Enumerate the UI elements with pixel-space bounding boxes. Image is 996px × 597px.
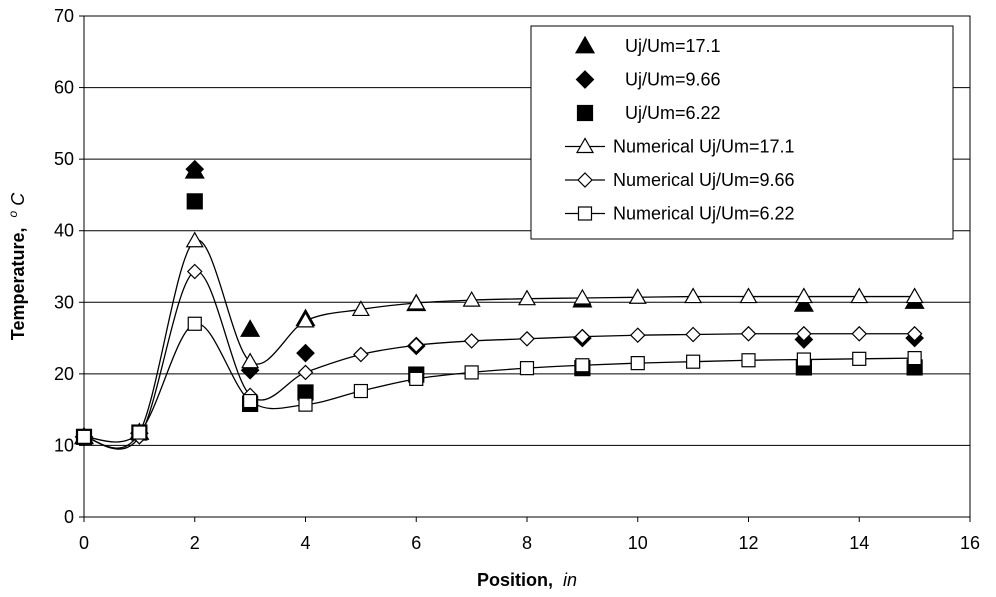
data-point <box>905 287 924 304</box>
legend-label: Numerical Uj/Um=17.1 <box>613 137 795 157</box>
data-point <box>408 337 425 354</box>
y-tick-label: 20 <box>54 364 74 384</box>
data-point <box>298 397 313 412</box>
data-point <box>519 330 535 347</box>
y-tick-label: 70 <box>54 6 74 26</box>
x-axis-title: Position, in <box>477 570 577 590</box>
y-axis-unit-superscript: o <box>6 210 20 217</box>
data-point <box>241 352 260 369</box>
data-point <box>463 333 480 349</box>
x-tick-label: 10 <box>628 533 648 553</box>
data-point <box>741 353 756 368</box>
y-tick-label: 10 <box>54 435 74 455</box>
data-point <box>297 364 314 381</box>
legend-label: Uj/Um=17.1 <box>625 36 721 56</box>
data-point <box>796 352 811 367</box>
data-point <box>793 294 814 312</box>
data-point <box>575 358 590 373</box>
data-point <box>296 343 315 363</box>
data-point <box>630 356 645 371</box>
y-axis-unit: C <box>8 192 28 206</box>
y-axis-label: Temperature, <box>8 228 28 341</box>
y-tick-label: 60 <box>54 78 74 98</box>
data-point <box>409 371 424 386</box>
legend-marker <box>577 172 593 188</box>
x-tick-label: 6 <box>411 533 421 553</box>
data-point <box>76 429 92 444</box>
legend-marker <box>576 104 594 122</box>
data-point <box>187 316 202 331</box>
data-point <box>850 287 869 304</box>
axis-ticks: 0 10 20 30 40 50 60 70 0 2 4 6 8 10 12 14 16 <box>54 6 980 553</box>
x-tick-label: 4 <box>300 533 310 553</box>
legend-box <box>530 25 954 240</box>
data-point <box>573 288 592 305</box>
data-point <box>517 289 537 306</box>
legend-label: Uj/Um=6.22 <box>625 103 721 123</box>
data-point <box>686 354 701 369</box>
legend-marker <box>575 70 595 89</box>
data-point <box>519 361 535 376</box>
data-point <box>739 287 758 304</box>
data-point <box>685 326 701 343</box>
data-point <box>464 365 479 380</box>
y-tick-label: 30 <box>54 292 74 312</box>
legend-label: Uj/Um=9.66 <box>625 70 721 90</box>
data-point <box>185 159 205 179</box>
data-point <box>852 351 867 366</box>
data-point <box>353 383 368 399</box>
legend-label: Numerical Uj/Um=9.66 <box>613 170 795 190</box>
legend-label: Numerical Uj/Um=6.22 <box>613 204 795 224</box>
data-point <box>684 287 703 304</box>
data-point <box>574 328 591 345</box>
data-point <box>185 231 204 248</box>
series-lines <box>83 239 915 450</box>
data-point <box>407 293 426 310</box>
legend-marker <box>574 35 596 54</box>
x-axis-unit: in <box>563 570 577 590</box>
legend-marker <box>575 137 595 154</box>
data-point <box>351 300 370 317</box>
data-point <box>462 290 481 307</box>
data-point <box>629 327 646 344</box>
data-point <box>794 287 813 304</box>
series-line <box>83 323 915 443</box>
x-tick-label: 12 <box>738 533 758 553</box>
data-point <box>243 393 258 409</box>
legend-marker <box>577 206 593 221</box>
y-tick-label: 50 <box>54 149 74 169</box>
data-point <box>132 425 147 440</box>
data-point <box>296 311 315 328</box>
series-markers <box>73 159 925 447</box>
legend: Uj/Um=17.1 Uj/Um=9.66 Uj/Um=6.22 Numerical … <box>530 25 954 240</box>
data-point <box>907 351 922 366</box>
data-point <box>906 325 923 342</box>
y-tick-label: 40 <box>54 221 74 241</box>
x-axis-label: Position, <box>477 570 553 590</box>
y-tick-label: 0 <box>64 507 74 527</box>
data-point <box>240 319 261 337</box>
x-tick-label: 16 <box>960 533 980 553</box>
x-tick-label: 0 <box>79 533 89 553</box>
y-axis-title: Temperature, o C <box>1 192 28 340</box>
data-point <box>851 325 868 342</box>
data-point <box>353 346 369 363</box>
series-line <box>83 239 915 449</box>
data-point <box>796 325 812 342</box>
data-point <box>628 288 647 304</box>
x-tick-label: 14 <box>849 533 869 553</box>
x-tick-label: 2 <box>190 533 200 553</box>
data-point <box>186 263 203 280</box>
data-point <box>186 193 203 210</box>
x-tick-label: 8 <box>522 533 532 553</box>
data-point <box>740 325 757 342</box>
